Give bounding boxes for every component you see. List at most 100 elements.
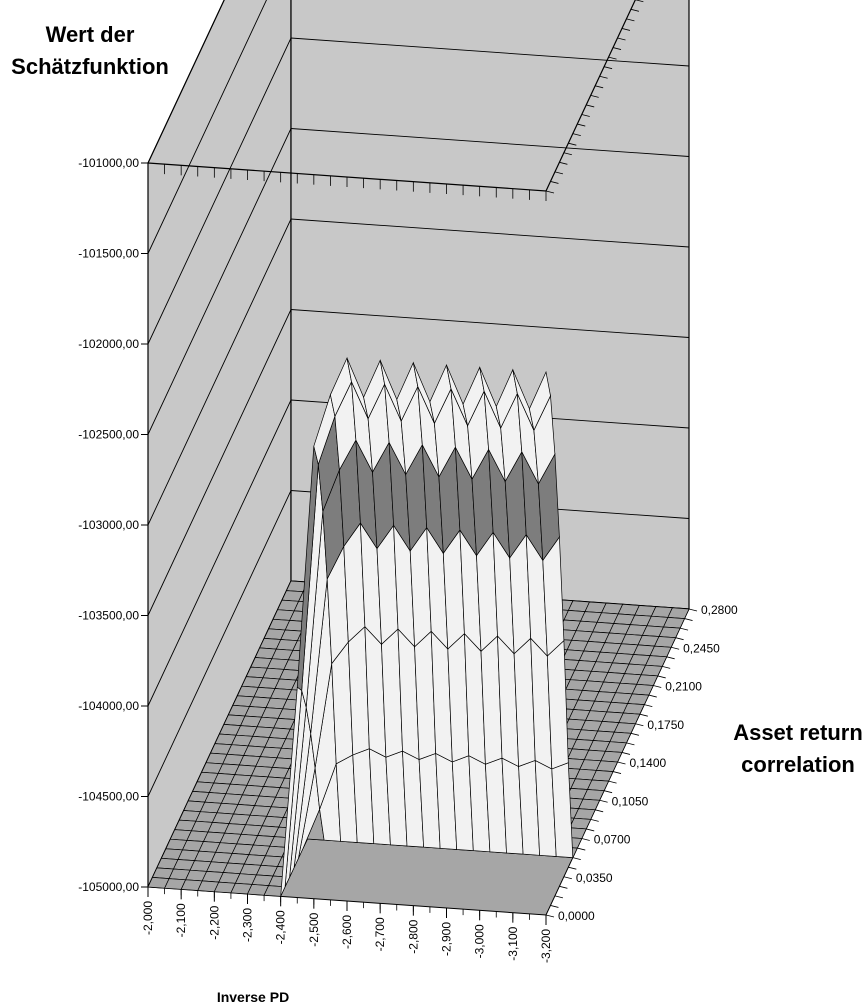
z-tick-label: -105000,00 <box>78 880 139 894</box>
wall-gridline <box>147 0 267 254</box>
y-minor-tick <box>612 771 622 774</box>
y-minor-tick <box>608 780 617 784</box>
x-tick-label: -2,800 <box>406 919 420 953</box>
z-axis-title-line1: Wert der <box>46 22 135 47</box>
top-side-tick <box>612 47 622 50</box>
y-minor-tick <box>662 665 671 669</box>
y-minor-tick <box>568 866 577 870</box>
x-axis-title: Inverse PD <box>217 989 289 1005</box>
z-tick-label: -103500,00 <box>78 609 139 623</box>
x-tick-label: -2,100 <box>174 903 188 937</box>
x-tick-label: -2,200 <box>207 905 221 939</box>
y-tick-label: 0,2450 <box>683 641 720 655</box>
y-minor-tick <box>617 761 626 765</box>
x-tick-label: -2,400 <box>274 910 288 944</box>
z-tick-label: -102000,00 <box>78 337 139 351</box>
top-side-tick <box>635 0 644 3</box>
z-axis-title-line2: Schätzfunktion <box>11 54 169 79</box>
top-side-tick <box>550 181 559 184</box>
top-side-tick <box>568 142 577 146</box>
top-side-tick <box>630 8 640 12</box>
top-side-tick <box>559 161 568 165</box>
y-tick-label: 0,2100 <box>665 680 702 694</box>
y-minor-tick <box>657 675 666 679</box>
wall-gridline <box>147 37 690 345</box>
x-tick-label: -3,100 <box>506 926 520 960</box>
axis-ticks <box>141 0 698 925</box>
y-tick-label: 0,1750 <box>647 718 684 732</box>
y-minor-tick <box>603 790 613 794</box>
z-axis-tick-labels: -101000,00 -101500,00 -102000,00 -102500,00… <box>78 156 139 894</box>
x-tick-label: -2,600 <box>340 915 354 949</box>
y-minor-tick <box>586 828 595 832</box>
y-minor-tick <box>590 818 599 822</box>
y-minor-tick <box>595 809 604 813</box>
x-tick-label: -3,200 <box>539 929 553 963</box>
z-tick-label: -102500,00 <box>78 428 139 442</box>
y-axis-tick-labels: 0,0000 0,0350 0,0700 0,1050 0,1400 0,1750 0,21… <box>558 603 738 923</box>
z-tick-label: -101000,00 <box>78 156 139 170</box>
top-side-tick <box>590 94 599 98</box>
y-minor-tick <box>653 685 662 688</box>
y-minor-tick <box>572 857 581 861</box>
y-minor-tick <box>550 905 559 908</box>
y-minor-tick <box>675 637 684 641</box>
wall-gridline <box>147 399 690 707</box>
wall-gridline <box>147 0 225 164</box>
x-tick-label: -3,000 <box>473 924 487 958</box>
top-side-tick <box>563 152 572 156</box>
x-tick-label: -2,500 <box>307 912 321 946</box>
y-minor-tick <box>599 799 608 803</box>
wall-gridline <box>147 309 690 616</box>
y-tick-label: 0,1050 <box>612 794 649 808</box>
y-minor-tick <box>630 732 640 736</box>
x-tick-label: -2,000 <box>141 901 155 935</box>
y-minor-tick <box>563 876 572 880</box>
y-tick-label: 0,1400 <box>630 756 667 770</box>
top-side-tick <box>572 133 581 137</box>
y-tick-label: 0,2800 <box>701 603 738 617</box>
y-minor-tick <box>666 656 675 660</box>
y-minor-tick <box>545 914 555 918</box>
top-side-tick <box>608 56 617 60</box>
y-minor-tick <box>671 646 680 650</box>
y-tick-label: 0,0700 <box>594 833 631 847</box>
top-side-tick <box>617 37 626 41</box>
z-tick-label: -104500,00 <box>78 790 139 804</box>
y-minor-tick <box>626 742 635 746</box>
top-side-tick <box>586 104 595 108</box>
y-minor-tick <box>577 847 586 851</box>
y-minor-tick <box>639 713 648 717</box>
y-axis-title-line1: Asset return <box>733 720 863 745</box>
y-tick-label: 0,0000 <box>558 909 595 923</box>
y-tick-label: 0,0350 <box>576 871 613 885</box>
top-side-tick <box>581 114 590 117</box>
y-minor-tick <box>679 627 689 631</box>
y-minor-tick <box>621 752 631 755</box>
y-minor-tick <box>581 838 590 841</box>
y-minor-tick <box>684 618 693 621</box>
z-tick-label: -103000,00 <box>78 518 139 532</box>
wall-gridline <box>147 218 690 526</box>
z-tick-label: -101500,00 <box>78 247 139 261</box>
y-minor-tick <box>688 608 698 612</box>
top-rim <box>147 0 636 192</box>
x-axis-tick-labels: -2,000 -2,100 -2,200 -2,300 -2,400 -2,500 -2,6… <box>141 901 553 963</box>
top-side-tick <box>577 123 586 127</box>
y-minor-tick <box>554 895 564 899</box>
y-minor-tick <box>559 885 568 889</box>
surface-cell <box>529 370 551 432</box>
top-side-tick <box>626 18 635 22</box>
y-minor-tick <box>644 704 653 708</box>
top-side-tick <box>595 85 604 89</box>
y-minor-tick <box>635 723 644 727</box>
top-side-tick <box>599 75 608 79</box>
top-side-tick <box>603 66 613 70</box>
y-minor-tick <box>648 694 657 698</box>
z-tick-label: -104000,00 <box>78 699 139 713</box>
x-tick-label: -2,700 <box>373 917 387 951</box>
x-tick-label: -2,900 <box>440 922 454 956</box>
top-side-tick <box>621 28 631 31</box>
